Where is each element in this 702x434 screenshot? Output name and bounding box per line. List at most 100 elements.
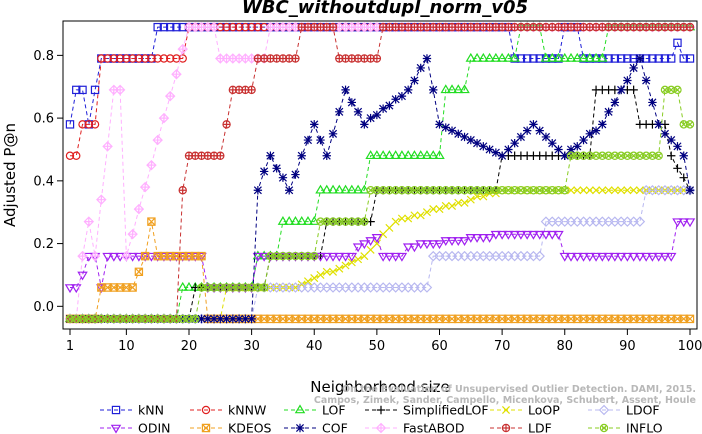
data-point [659,252,671,262]
data-point [566,145,576,154]
data-point [429,85,438,95]
data-point [83,216,95,227]
data-point [334,252,345,262]
x-tick-label: 20 [181,339,198,354]
data-point [78,120,87,129]
data-point [491,186,501,195]
data-point [660,54,670,63]
legend-marker [376,405,386,415]
data-point [208,284,220,294]
data-point [384,252,395,262]
data-point [679,120,688,129]
data-point [421,282,433,293]
data-point [329,267,338,276]
data-point [360,217,369,226]
data-point [128,314,137,324]
data-point [97,314,106,324]
legend-marker [599,423,609,433]
data-point [560,186,569,195]
data-point [490,52,502,62]
data-point [134,54,144,63]
data-point [479,192,488,201]
data-point [247,314,256,324]
data-point [159,314,169,324]
data-point [308,216,320,225]
data-point [635,54,645,63]
data-point [441,123,450,132]
data-point [610,54,620,63]
x-tick-label: 100 [678,339,702,354]
data-point [616,54,626,63]
data-point [585,129,594,138]
data-point [246,284,257,294]
data-point [152,134,163,146]
data-point [640,252,652,262]
data-point [427,150,439,160]
series-inflo [65,85,695,324]
y-axis: 0.0 0.2 0.4 0.6 0.8 [33,49,63,315]
data-point [497,151,507,160]
data-point [553,52,564,62]
data-point [566,186,576,195]
data-point [127,228,138,240]
data-point [616,151,626,160]
data-point [572,252,583,262]
data-point [385,101,394,110]
data-point [166,54,175,63]
data-point [221,284,232,294]
data-point [84,314,93,324]
data-point [222,120,231,129]
data-point [565,52,577,62]
data-point [409,150,420,160]
data-point [478,52,489,62]
data-point [258,250,270,260]
data-point [240,284,251,294]
x-tick-label: 40 [306,339,323,354]
data-point [128,283,137,292]
data-point [234,314,244,324]
data-point [303,277,313,286]
data-point [197,283,206,292]
data-point [409,243,420,253]
x-tick-label: 90 [619,339,636,354]
data-point [522,186,532,195]
data-point [415,240,426,250]
data-point [209,283,219,292]
data-point [459,84,470,94]
data-point [341,261,350,270]
data-point [171,68,182,80]
data-point [360,252,369,261]
series-line-ldof [70,189,690,320]
legend-item-knn: kNN [100,403,164,418]
data-point [685,22,695,32]
plot-frame [62,20,698,330]
data-point [178,186,187,195]
data-point [573,151,582,160]
data-point [410,211,419,220]
legend-item-kdeos: KDEOS [190,421,272,434]
data-point [402,243,414,253]
data-point [266,151,275,160]
data-point [253,186,263,195]
data-point [534,250,545,262]
data-point [247,85,256,95]
data-point [247,283,256,292]
data-point [410,186,419,195]
y-tick-label: 0.6 [33,112,54,127]
data-point [496,52,508,62]
series-ldf [65,22,695,324]
data-point [353,107,363,117]
data-point [610,151,620,160]
data-point [310,251,319,261]
data-point [178,314,187,324]
data-point [410,76,419,85]
data-point [259,167,269,176]
data-point [460,186,469,195]
data-point [153,54,162,63]
data-point [623,151,632,160]
data-point [259,283,269,292]
data-point [315,252,326,262]
legend-marker [501,423,511,433]
data-point [296,216,307,225]
